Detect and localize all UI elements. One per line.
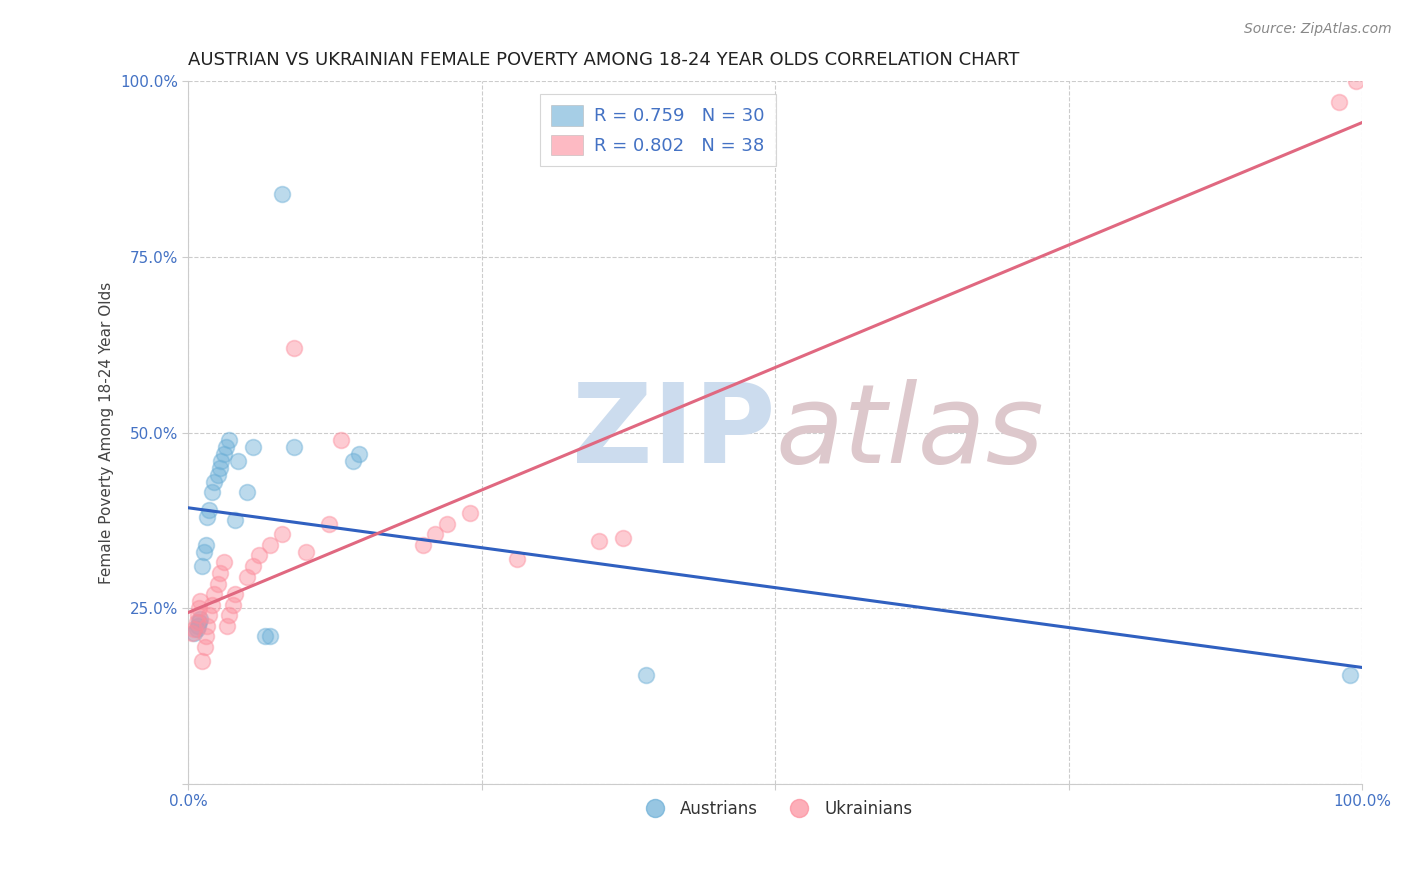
Point — [208, 460, 231, 475]
Point — [283, 440, 305, 454]
Point — [283, 341, 305, 355]
Point — [194, 640, 217, 654]
Point — [271, 186, 294, 201]
Point — [198, 503, 221, 517]
Point — [186, 615, 208, 630]
Point — [194, 629, 217, 643]
Text: ZIP: ZIP — [572, 379, 775, 486]
Point — [588, 534, 610, 549]
Point — [436, 516, 458, 531]
Point — [458, 506, 481, 520]
Point — [236, 569, 259, 583]
Point — [187, 615, 209, 630]
Point — [209, 453, 232, 467]
Point — [218, 433, 240, 447]
Point — [183, 622, 205, 636]
Point — [191, 654, 214, 668]
Point — [222, 598, 245, 612]
Point — [242, 559, 264, 574]
Point — [218, 608, 240, 623]
Point — [198, 608, 221, 623]
Y-axis label: Female Poverty Among 18-24 Year Olds: Female Poverty Among 18-24 Year Olds — [100, 281, 114, 583]
Point — [186, 622, 208, 636]
Point — [247, 549, 270, 563]
Point — [187, 601, 209, 615]
Point — [259, 629, 281, 643]
Point — [506, 552, 529, 566]
Point — [202, 587, 225, 601]
Point — [1346, 74, 1368, 88]
Point — [242, 440, 264, 454]
Text: AUSTRIAN VS UKRAINIAN FEMALE POVERTY AMONG 18-24 YEAR OLDS CORRELATION CHART: AUSTRIAN VS UKRAINIAN FEMALE POVERTY AMO… — [188, 51, 1019, 69]
Point — [423, 527, 446, 541]
Point — [202, 475, 225, 489]
Point — [212, 556, 235, 570]
Point — [183, 625, 205, 640]
Point — [224, 513, 246, 527]
Point — [412, 538, 434, 552]
Point — [201, 485, 224, 500]
Point — [1327, 95, 1350, 110]
Point — [253, 629, 276, 643]
Legend: Austrians, Ukrainians: Austrians, Ukrainians — [631, 793, 920, 824]
Point — [259, 538, 281, 552]
Point — [236, 485, 259, 500]
Point — [347, 447, 370, 461]
Text: Source: ZipAtlas.com: Source: ZipAtlas.com — [1244, 22, 1392, 37]
Point — [224, 587, 246, 601]
Point — [201, 598, 224, 612]
Point — [212, 447, 235, 461]
Point — [612, 531, 634, 545]
Point — [1339, 668, 1361, 682]
Point — [207, 576, 229, 591]
Point — [193, 545, 215, 559]
Point — [207, 467, 229, 482]
Point — [271, 527, 294, 541]
Point — [215, 440, 238, 454]
Point — [329, 433, 352, 447]
Point — [342, 453, 364, 467]
Point — [636, 668, 658, 682]
Point — [191, 559, 214, 574]
Point — [187, 618, 209, 632]
Point — [294, 545, 316, 559]
Point — [208, 566, 231, 580]
Point — [187, 608, 209, 623]
Point — [226, 453, 249, 467]
Point — [180, 625, 202, 640]
Point — [195, 618, 218, 632]
Point — [195, 509, 218, 524]
Point — [188, 612, 211, 626]
Point — [215, 618, 238, 632]
Point — [318, 516, 340, 531]
Point — [188, 594, 211, 608]
Point — [194, 538, 217, 552]
Text: atlas: atlas — [775, 379, 1043, 486]
